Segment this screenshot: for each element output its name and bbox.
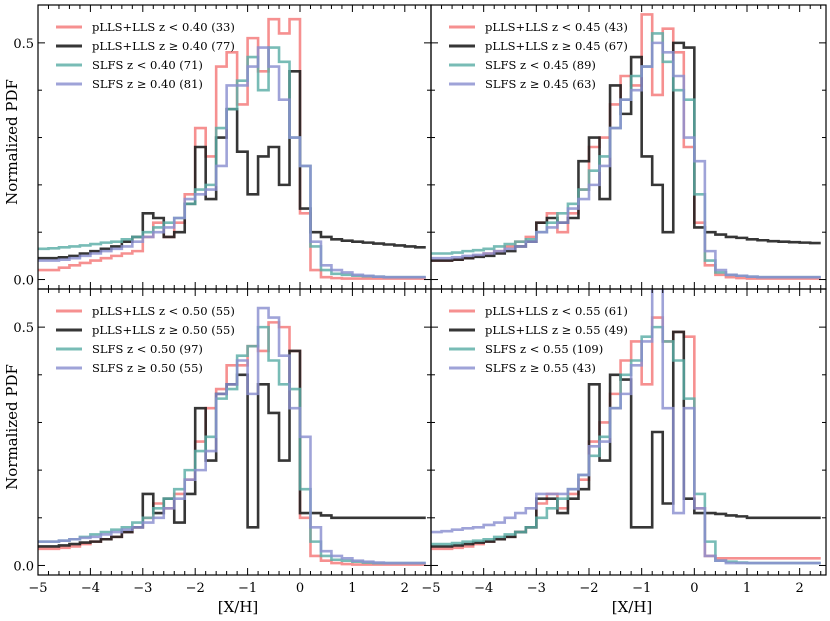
- y-tick-label: 0.5: [13, 37, 34, 52]
- y-tick-label: 0.5: [13, 321, 34, 336]
- legend-label: pLLS+LLS z < 0.50 (55): [92, 304, 235, 318]
- x-tick-label: 0: [296, 581, 304, 596]
- x-tick-label: 0: [690, 581, 698, 596]
- y-axis-label: Normalized PDF: [3, 79, 21, 205]
- legend: pLLS+LLS z < 0.45 (43) pLLS+LLS z ≥ 0.45 …: [449, 20, 628, 91]
- legend: pLLS+LLS z < 0.55 (61) pLLS+LLS z ≥ 0.55 …: [449, 304, 628, 375]
- x-tick-label: −5: [421, 581, 440, 596]
- legend-label: SLFS z < 0.40 (71): [92, 58, 203, 72]
- legend-label: pLLS+LLS z < 0.40 (33): [92, 20, 235, 34]
- legend-label: pLLS+LLS z ≥ 0.40 (77): [92, 39, 235, 53]
- x-tick-label: 1: [743, 581, 751, 596]
- x-tick-label: −4: [81, 581, 100, 596]
- legend-label: pLLS+LLS z ≥ 0.50 (55): [92, 323, 235, 337]
- ylabel-top: Normalized PDF: [3, 79, 21, 205]
- x-tick-label: −3: [133, 581, 152, 596]
- series-line-pll_high: [38, 69, 426, 260]
- legend-label: pLLS+LLS z < 0.45 (43): [485, 20, 628, 34]
- x-tick-label: −1: [238, 581, 257, 596]
- legend-label: SLFS z ≥ 0.50 (55): [92, 361, 203, 375]
- y-tick-label: 0.0: [13, 559, 34, 574]
- series-line-slfs_high: [431, 41, 821, 279]
- x-tick-label: −2: [186, 581, 205, 596]
- legend: pLLS+LLS z < 0.50 (55) pLLS+LLS z ≥ 0.50 …: [56, 304, 235, 375]
- legend-label: pLLS+LLS z ≥ 0.55 (49): [485, 323, 628, 337]
- series-line-slfs_low: [38, 325, 426, 565]
- series-group: [38, 306, 426, 566]
- series-line-slfs_high: [38, 46, 426, 279]
- legend-label: SLFS z < 0.50 (97): [92, 342, 203, 356]
- legend-label: SLFS z ≥ 0.40 (81): [92, 77, 203, 91]
- legend-label: pLLS+LLS z ≥ 0.45 (67): [485, 39, 628, 53]
- series-line-pll_high: [38, 349, 426, 548]
- legend-label: pLLS+LLS z < 0.55 (61): [485, 304, 628, 318]
- legend: pLLS+LLS z < 0.40 (33) pLLS+LLS z ≥ 0.40 …: [56, 20, 235, 91]
- series-line-slfs_high: [38, 306, 426, 565]
- series-line-pll_high: [431, 41, 821, 262]
- legend-label: SLFS z < 0.45 (89): [485, 58, 596, 72]
- series-group: [38, 17, 426, 280]
- y-axis-label: Normalized PDF: [3, 364, 21, 490]
- legend-label: SLFS z < 0.55 (109): [485, 342, 603, 356]
- panel-top-right: pLLS+LLS z < 0.45 (43) pLLS+LLS z ≥ 0.45 …: [430, 4, 827, 290]
- x-axis-label: [X/H]: [218, 598, 259, 616]
- series-group: [431, 289, 821, 565]
- x-tick-label: −5: [28, 581, 47, 596]
- series-group: [431, 13, 821, 280]
- series-line-pll_low: [38, 17, 426, 280]
- x-tick-label: 2: [796, 581, 804, 596]
- y-tick-label: 0.0: [13, 274, 34, 289]
- x-tick-label: −1: [632, 581, 651, 596]
- x-tick-label: 1: [348, 581, 356, 596]
- axes-frame: [430, 288, 827, 576]
- x-tick-label: −4: [474, 581, 493, 596]
- legend-label: SLFS z ≥ 0.45 (63): [485, 77, 596, 91]
- series-line-pll_low: [38, 321, 426, 566]
- x-axis-label: [X/H]: [612, 598, 653, 616]
- legend-label: SLFS z ≥ 0.55 (43): [485, 361, 596, 375]
- ylabel-bottom: Normalized PDF: [3, 364, 21, 490]
- panel-top-left: 0.0 0.5 pLLS+LLS z < 0.40 (33) pLLS+LLS z ≥…: [13, 4, 432, 290]
- x-tick-label: 2: [401, 581, 409, 596]
- x-tick-label: −2: [579, 581, 598, 596]
- panel-bottom-left: −5 −4 −3 −2 −1 0 1 2 0.0 0.5 pLLS+LLS z < 0.50 (55…: [13, 288, 432, 596]
- x-tick-label: −3: [527, 581, 546, 596]
- series-line-slfs_high: [431, 289, 821, 565]
